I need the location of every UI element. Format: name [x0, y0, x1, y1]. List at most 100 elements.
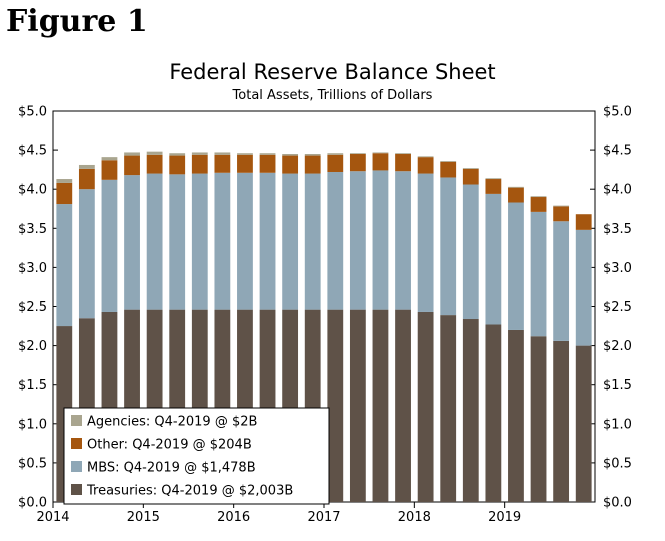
- bar-agencies: [508, 186, 524, 188]
- bar-agencies: [440, 161, 457, 162]
- y-tick-label-left: $4.5: [18, 144, 47, 159]
- bar-other: [395, 154, 411, 172]
- bar-mbs: [349, 171, 366, 310]
- y-tick-label-left: $0.0: [18, 496, 47, 511]
- bar-mbs: [191, 173, 208, 310]
- bar-mbs: [462, 184, 479, 320]
- bar-treasuries: [462, 319, 479, 502]
- bar-other: [327, 154, 344, 172]
- figure-label: Figure 1: [6, 4, 148, 39]
- bar-other: [237, 154, 253, 173]
- bar-agencies: [327, 153, 344, 155]
- bar-agencies: [146, 151, 163, 155]
- y-tick-label-left: $2.5: [18, 300, 47, 315]
- bar-agencies: [169, 153, 186, 156]
- y-tick-label-left: $3.5: [18, 222, 47, 237]
- bar-other: [101, 160, 118, 180]
- bar-other: [508, 187, 524, 203]
- legend-swatch-agencies: [71, 415, 82, 426]
- bar-agencies: [417, 156, 434, 158]
- bar-other: [553, 206, 570, 222]
- bar-agencies: [214, 152, 231, 155]
- bar-treasuries: [417, 311, 434, 502]
- bar-other: [485, 179, 502, 194]
- bar-mbs: [101, 179, 118, 312]
- bar-mbs: [553, 221, 570, 341]
- bar-mbs: [575, 229, 592, 346]
- bar-mbs: [169, 174, 186, 310]
- bar-agencies: [395, 153, 411, 155]
- y-tick-label-right: $3.5: [603, 222, 632, 237]
- bar-other: [304, 155, 321, 174]
- bar-agencies: [349, 153, 366, 155]
- bar-other: [214, 154, 231, 173]
- bar-treasuries: [440, 315, 457, 502]
- bar-other: [78, 168, 95, 190]
- legend-label-agencies: Agencies: Q4-2019 @ $2B: [87, 415, 257, 430]
- legend-swatch-treasuries: [71, 484, 82, 495]
- bar-treasuries: [372, 309, 389, 502]
- bar-other: [282, 155, 299, 174]
- bar-other: [124, 155, 140, 176]
- bar-treasuries: [575, 345, 592, 502]
- bar-agencies: [56, 179, 73, 183]
- y-tick-label-left: $1.5: [18, 378, 47, 393]
- chart-subtitle: Total Assets, Trillions of Dollars: [232, 88, 433, 103]
- bar-agencies: [259, 153, 276, 155]
- bar-other: [530, 197, 547, 212]
- x-tick-label: 2017: [307, 510, 340, 525]
- y-tick-label-left: $2.0: [18, 339, 47, 354]
- bar-agencies: [462, 168, 479, 169]
- bar-mbs: [259, 172, 276, 310]
- y-tick-label-right: $4.0: [603, 183, 632, 198]
- bar-mbs: [485, 193, 502, 325]
- bar-mbs: [237, 172, 253, 310]
- bar-mbs: [508, 202, 524, 330]
- legend-swatch-other: [71, 438, 82, 449]
- bar-treasuries: [508, 329, 524, 502]
- bar-agencies: [485, 178, 502, 180]
- bar-other: [575, 214, 592, 230]
- x-tick-label: 2016: [217, 510, 250, 525]
- bar-agencies: [237, 153, 253, 155]
- x-tick-label: 2015: [127, 510, 160, 525]
- legend-label-treasuries: Treasuries: Q4-2019 @ $2,003B: [86, 484, 293, 499]
- bar-other: [417, 157, 434, 174]
- bar-treasuries: [485, 324, 502, 502]
- y-tick-label-right: $2.0: [603, 339, 632, 354]
- bar-treasuries: [530, 336, 547, 502]
- bar-mbs: [440, 177, 457, 316]
- y-tick-label-right: $4.5: [603, 144, 632, 159]
- y-tick-label-left: $0.5: [18, 456, 47, 471]
- bar-other: [462, 168, 479, 185]
- bar-mbs: [282, 173, 299, 310]
- bar-other: [146, 154, 163, 174]
- bar-other: [440, 161, 457, 178]
- y-tick-label-left: $1.0: [18, 417, 47, 432]
- bar-mbs: [214, 172, 231, 310]
- bar-agencies: [282, 154, 299, 156]
- x-tick-label: 2019: [488, 510, 521, 525]
- bar-mbs: [124, 175, 140, 310]
- bar-mbs: [372, 170, 389, 310]
- bar-agencies: [191, 152, 208, 155]
- bar-other: [191, 154, 208, 174]
- bar-agencies: [124, 152, 140, 156]
- y-tick-label-right: $1.0: [603, 417, 632, 432]
- bar-agencies: [530, 196, 547, 198]
- chart-title: Federal Reserve Balance Sheet: [169, 60, 496, 84]
- bar-mbs: [395, 171, 411, 310]
- bar-agencies: [553, 205, 570, 207]
- bar-mbs: [56, 204, 73, 327]
- y-tick-label-right: $1.5: [603, 378, 632, 393]
- bar-mbs: [78, 189, 95, 319]
- bar-mbs: [327, 172, 344, 310]
- y-tick-label-right: $5.0: [603, 105, 632, 120]
- bar-other: [259, 154, 276, 173]
- bar-treasuries: [327, 309, 344, 502]
- bar-other: [169, 155, 186, 175]
- x-tick-label: 2014: [36, 510, 69, 525]
- legend-label-mbs: MBS: Q4-2019 @ $1,478B: [87, 461, 256, 476]
- y-tick-label-right: $0.5: [603, 456, 632, 471]
